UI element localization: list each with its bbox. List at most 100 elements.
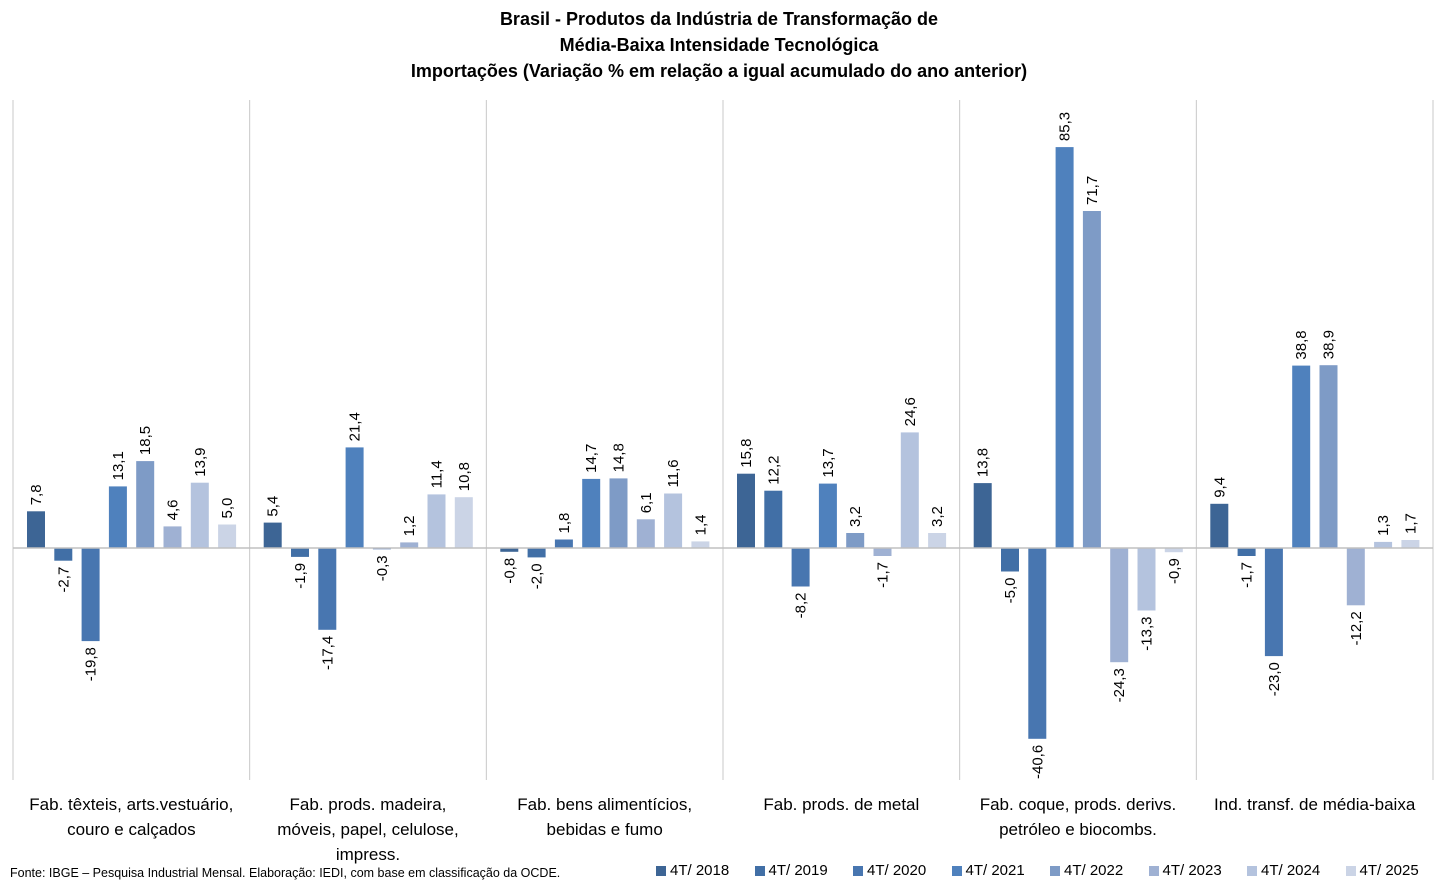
- bar-data-label: 12,2: [765, 455, 782, 484]
- bar-data-label: 24,6: [902, 397, 919, 426]
- category-label-line: petróleo e biocombs.: [999, 820, 1157, 839]
- bar: [691, 541, 710, 548]
- bar-data-label: -2,7: [55, 567, 72, 593]
- bar-data-label: 7,8: [28, 484, 45, 505]
- category-dividers: [12, 100, 1434, 780]
- bar: [664, 493, 683, 548]
- legend-swatch: [1345, 865, 1356, 876]
- bar-data-label: -2,0: [529, 563, 546, 589]
- bar-data-label: -1,7: [1239, 562, 1256, 588]
- bar: [846, 533, 865, 548]
- bar-data-label: 1,8: [556, 513, 573, 534]
- legend: 4T/ 2018 4T/ 2019 4T/ 2020 4T/ 2021 4T/ 2022…: [656, 862, 1438, 879]
- bar: [1055, 147, 1074, 548]
- bar-data-label: 5,0: [219, 498, 236, 519]
- bar: [108, 486, 127, 548]
- bar: [1164, 548, 1183, 553]
- bar-data-label: 9,4: [1211, 477, 1228, 498]
- chart-title-line-2: Média-Baixa Intensidade Tecnológica: [559, 35, 879, 55]
- category-label: Fab. têxteis, arts.vestuário, couro e cal…: [9, 792, 254, 842]
- legend-item: 4T/ 2022: [1050, 862, 1149, 879]
- category-label-line: móveis, papel, celulose,: [277, 820, 459, 839]
- bar: [54, 548, 73, 561]
- bar: [636, 519, 655, 548]
- bar: [873, 548, 892, 556]
- category-label: Fab. coque, prods. derivs. petróleo e bio…: [956, 792, 1201, 842]
- bar: [1374, 541, 1393, 548]
- legend-swatch: [656, 865, 666, 876]
- bar: [81, 548, 100, 642]
- bar: [400, 542, 419, 548]
- bar-data-label: -12,2: [1348, 611, 1365, 645]
- category-label-line: Fab. têxteis, arts.vestuário,: [29, 795, 234, 814]
- bar-data-label: 3,2: [847, 506, 864, 527]
- bar: [527, 548, 546, 558]
- category-label-line: bebidas e fumo: [546, 820, 663, 839]
- bar-data-label: 1,2: [401, 516, 418, 537]
- legend-label: 4T/ 2025: [1359, 862, 1419, 879]
- bar: [900, 432, 919, 548]
- bar: [1082, 211, 1101, 548]
- bar-data-label: 13,1: [110, 451, 127, 480]
- bar: [582, 478, 601, 548]
- legend-item: 4T/ 2021: [951, 862, 1051, 879]
- category-label-line: Fab. prods. de metal: [763, 795, 920, 814]
- bar-data-label: 1,4: [692, 515, 709, 536]
- bar: [1292, 365, 1311, 548]
- bar-data-label: 13,9: [192, 447, 209, 476]
- bar: [454, 497, 473, 548]
- bar-data-label: 13,8: [975, 448, 992, 477]
- bars: [27, 147, 1420, 739]
- bar: [737, 473, 755, 548]
- bar-data-label: -5,0: [1002, 578, 1019, 604]
- bar: [218, 524, 237, 548]
- bar: [818, 483, 837, 548]
- bar: [1401, 540, 1420, 548]
- bar-data-label: -19,8: [83, 647, 100, 681]
- legend-label: 4T/ 2021: [965, 862, 1025, 879]
- bar-data-label: -0,3: [374, 555, 391, 581]
- bar-data-label: 3,2: [929, 506, 946, 527]
- bar: [291, 548, 309, 557]
- bar-data-label: -40,6: [1029, 745, 1046, 779]
- bar: [500, 548, 519, 552]
- category-label: Ind. transf. de média-baixa: [1192, 792, 1437, 817]
- bar-data-label: 6,1: [638, 492, 655, 513]
- legend-item: 4T/ 2019: [754, 862, 854, 879]
- category-label-line: couro e calçados: [67, 820, 196, 839]
- bar-data-label: -1,9: [292, 563, 309, 589]
- bar: [609, 478, 628, 548]
- source-note: Fonte: IBGE – Pesquisa Industrial Mensal…: [10, 866, 561, 880]
- legend-label: 4T/ 2023: [1162, 862, 1222, 879]
- bar: [27, 511, 45, 548]
- bar: [554, 539, 573, 548]
- bar-data-label: 14,8: [611, 443, 628, 472]
- legend-item: 4T/ 2024: [1247, 862, 1346, 879]
- bar-data-labels: 7,8 5,4 -0,8 15,8 13,8 9,4 -2,7 -1,9 -2,0 12,2 -5,…: [28, 112, 1419, 779]
- bar-data-label: 11,6: [665, 459, 682, 487]
- legend-swatch: [853, 865, 863, 876]
- bar: [973, 483, 992, 548]
- bar-data-label: 1,3: [1375, 515, 1392, 536]
- bar-data-label: 21,4: [347, 412, 364, 441]
- bar: [427, 494, 446, 548]
- bar: [1210, 503, 1229, 548]
- bar: [345, 447, 364, 548]
- bar-data-label: 11,4: [429, 460, 446, 488]
- bar: [1346, 548, 1365, 606]
- bar: [1001, 548, 1019, 572]
- legend-swatch: [1050, 865, 1060, 876]
- legend-swatch: [754, 865, 765, 876]
- bar: [1319, 365, 1338, 548]
- bar-data-label: 13,7: [820, 448, 837, 477]
- bar-data-label: -0,9: [1166, 558, 1183, 584]
- bar-data-label: 10,8: [456, 462, 473, 491]
- legend-item: 4T/ 2025: [1345, 862, 1438, 879]
- legend-swatch: [951, 865, 962, 876]
- bar: [163, 526, 182, 548]
- category-label-line: Fab. prods. madeira,: [289, 795, 447, 814]
- bar-data-label: -17,4: [319, 636, 336, 670]
- bar: [928, 533, 947, 548]
- bar: [1264, 548, 1283, 657]
